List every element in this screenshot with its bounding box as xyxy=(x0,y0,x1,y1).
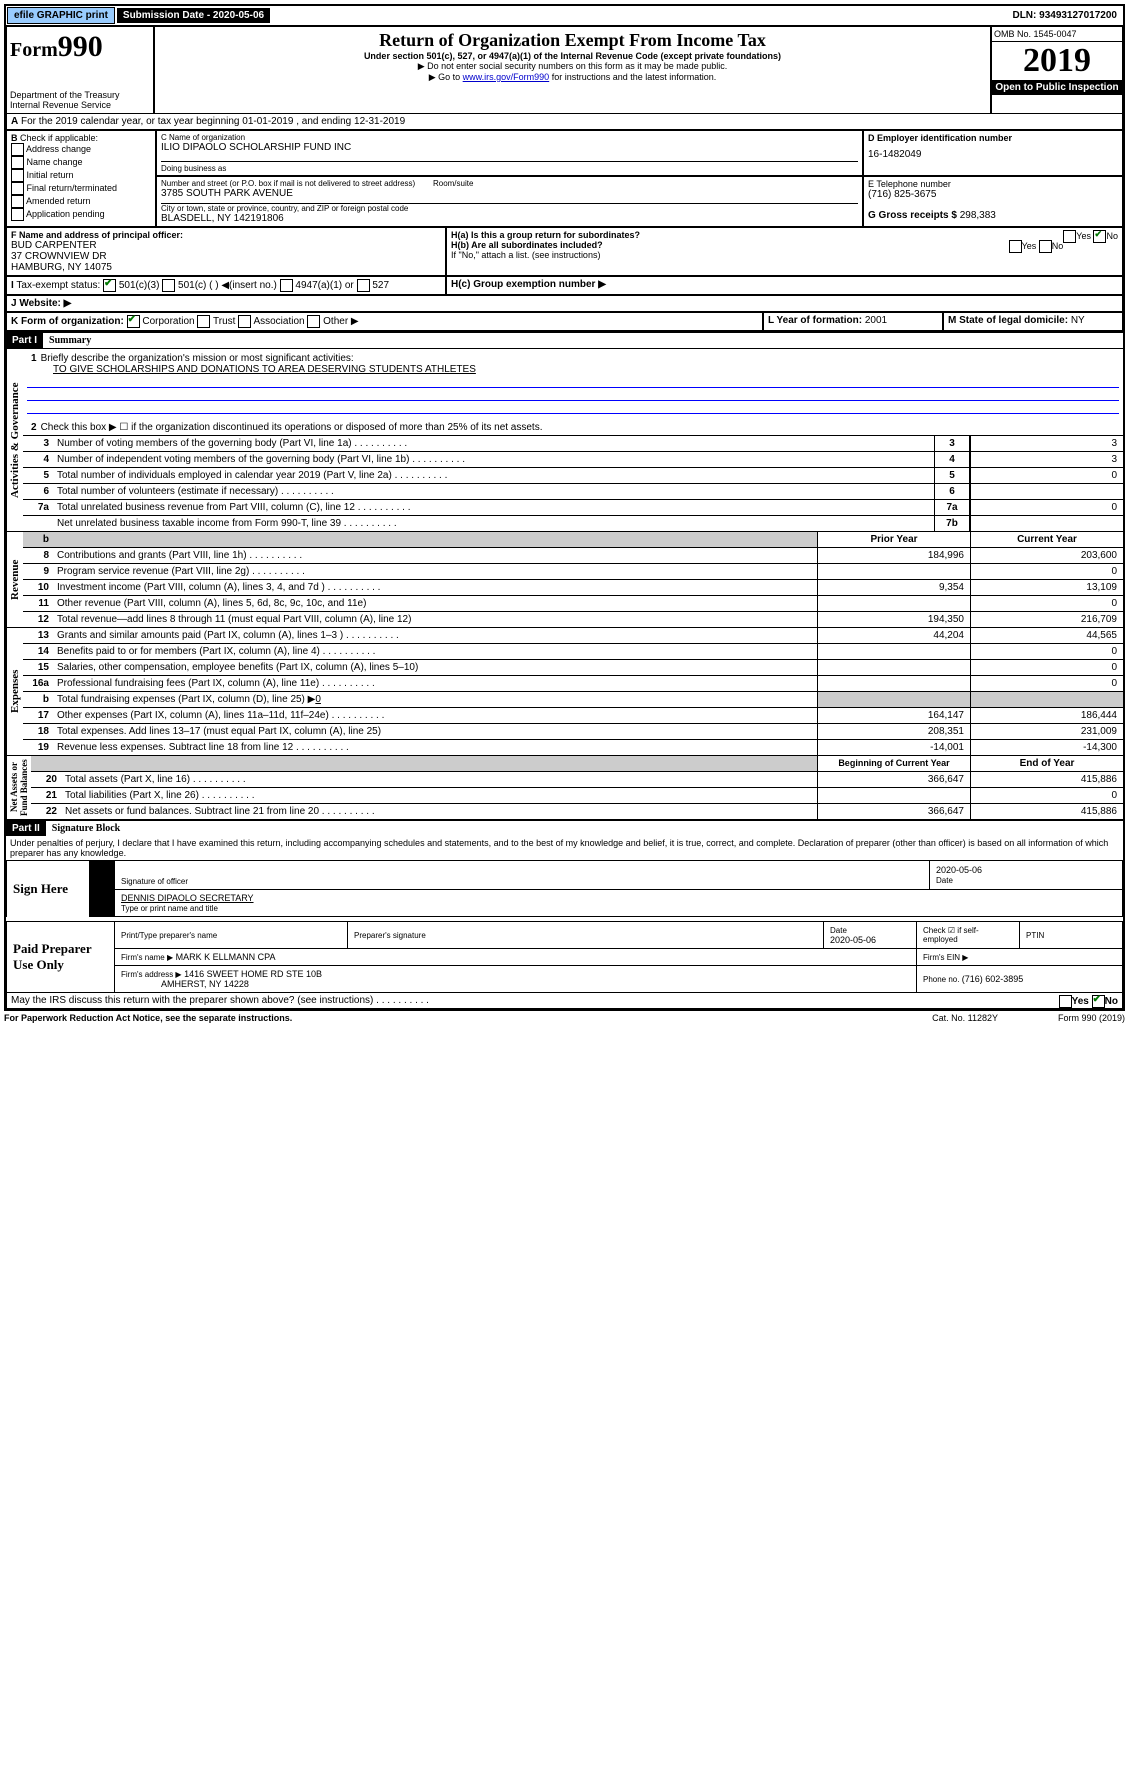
l-lbl: L Year of formation: xyxy=(768,315,865,326)
inst1: ▶ Do not enter social security numbers o… xyxy=(158,61,987,72)
ha-lbl: H(a) Is this a group return for subordin… xyxy=(451,230,640,240)
form-title: Return of Organization Exempt From Incom… xyxy=(158,30,987,51)
discuss: May the IRS discuss this return with the… xyxy=(11,995,429,1006)
header: Form990 Department of the Treasury Inter… xyxy=(6,26,1123,114)
prior-hdr: Prior Year xyxy=(817,532,970,547)
mission: TO GIVE SCHOLARSHIPS AND DONATIONS TO AR… xyxy=(53,364,1119,375)
inst2-post: for instructions and the latest informat… xyxy=(549,72,716,82)
paid-preparer-table: Paid Preparer Use Only Print/Type prepar… xyxy=(6,921,1123,993)
vert-governance: Activities & Governance xyxy=(6,349,23,531)
l3: Number of voting members of the governin… xyxy=(53,436,934,451)
curr-hdr: Current Year xyxy=(970,532,1123,547)
gross-receipts: 298,383 xyxy=(960,210,996,221)
city: BLASDELL, NY 142191806 xyxy=(161,213,858,224)
efile-btn[interactable]: efile GRAPHIC print xyxy=(7,7,115,24)
form-number: 990 xyxy=(58,30,103,63)
phone: (716) 825-3675 xyxy=(868,189,1118,200)
l6: Total number of volunteers (estimate if … xyxy=(53,484,934,499)
dept: Department of the Treasury Internal Reve… xyxy=(10,90,150,110)
dln: DLN: 93493127017200 xyxy=(1006,8,1123,23)
l5: Total number of individuals employed in … xyxy=(53,468,934,483)
subtitle: Under section 501(c), 527, or 4947(a)(1)… xyxy=(158,51,987,61)
end-hdr: End of Year xyxy=(970,756,1123,771)
sign-here: Sign Here xyxy=(7,861,90,917)
i-lbl: Tax-exempt status: xyxy=(16,280,100,291)
line-a: A For the 2019 calendar year, or tax yea… xyxy=(6,114,1123,130)
l2: Check this box ▶ ☐ if the organization d… xyxy=(41,422,543,433)
officer-addr2: HAMBURG, NY 14075 xyxy=(11,262,441,273)
officer-addr1: 37 CROWNVIEW DR xyxy=(11,251,441,262)
l1: Briefly describe the organization's miss… xyxy=(41,353,354,364)
vert-revenue: Revenue xyxy=(6,532,23,627)
dba-lbl: Doing business as xyxy=(161,161,858,173)
officer-sig-name: DENNIS DIPAOLO SECRETARY xyxy=(121,893,254,903)
d-lbl: D Employer identification number xyxy=(868,133,1118,143)
inst2-pre: ▶ Go to xyxy=(429,72,463,82)
e-lbl: E Telephone number xyxy=(868,179,1118,189)
l7b: Net unrelated business taxable income fr… xyxy=(53,516,934,531)
tax-year: 2019 xyxy=(992,42,1122,80)
topbar: efile GRAPHIC print Submission Date - 20… xyxy=(6,6,1123,26)
hb-lbl: H(b) Are all subordinates included? xyxy=(451,240,603,250)
city-lbl: City or town, state or province, country… xyxy=(161,203,858,213)
hc-lbl: H(c) Group exemption number ▶ xyxy=(451,279,606,290)
part2-hdr: Part II xyxy=(6,821,46,836)
m-lbl: M State of legal domicile: xyxy=(948,315,1071,326)
vert-net: Net Assets orFund Balances xyxy=(6,756,31,819)
form-label: Form xyxy=(10,39,58,61)
ein: 16-1482049 xyxy=(868,149,1118,160)
omb: OMB No. 1545-0047 xyxy=(992,27,1122,42)
officer-name: BUD CARPENTER xyxy=(11,240,441,251)
k-lbl: K Form of organization: xyxy=(11,316,124,327)
part2-title: Signature Block xyxy=(46,821,126,836)
g-lbl: G Gross receipts $ xyxy=(868,210,960,221)
street-lbl: Number and street (or P.O. box if mail i… xyxy=(161,179,415,188)
declaration: Under penalties of perjury, I declare th… xyxy=(6,836,1123,860)
j-lbl: Website: ▶ xyxy=(19,298,71,309)
footer: For Paperwork Reduction Act Notice, see … xyxy=(4,1011,1125,1023)
submission-date: Submission Date - 2020-05-06 xyxy=(117,8,270,23)
part1-title: Summary xyxy=(43,333,97,348)
sign-table: Sign Here Signature of officer 2020-05-0… xyxy=(6,860,1123,917)
street: 3785 SOUTH PARK AVENUE xyxy=(161,188,858,199)
l4: Number of independent voting members of … xyxy=(53,452,934,467)
open-inspection: Open to Public Inspection xyxy=(992,80,1122,95)
c-name-lbl: C Name of organization xyxy=(161,133,858,142)
section-b: B Check if applicable: Address change Na… xyxy=(6,130,156,227)
paid-title: Paid Preparer Use Only xyxy=(7,922,115,993)
part1-hdr: Part I xyxy=(6,333,43,348)
form-container: efile GRAPHIC print Submission Date - 20… xyxy=(4,4,1125,1011)
inst2-link[interactable]: www.irs.gov/Form990 xyxy=(463,72,550,82)
beg-hdr: Beginning of Current Year xyxy=(817,756,970,771)
l7a: Total unrelated business revenue from Pa… xyxy=(53,500,934,515)
org-name: ILIO DIPAOLO SCHOLARSHIP FUND INC xyxy=(161,142,858,153)
vert-expenses: Expenses xyxy=(6,628,23,755)
f-lbl: F Name and address of principal officer: xyxy=(11,230,183,240)
